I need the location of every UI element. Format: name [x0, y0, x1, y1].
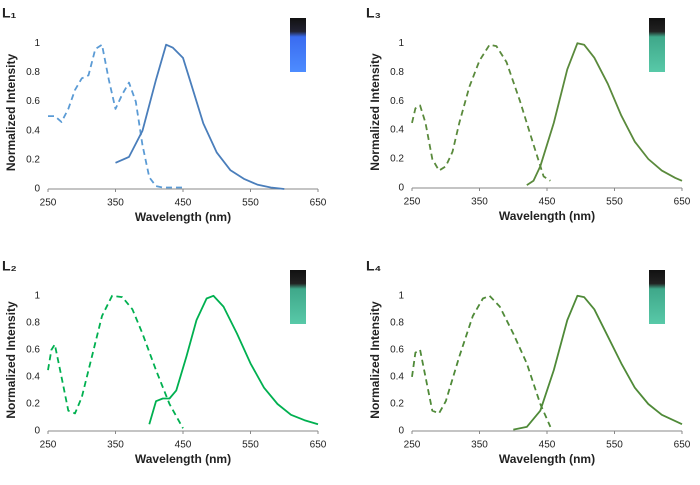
- panel-title: L₃: [366, 5, 381, 21]
- x-tick-label: 250: [404, 440, 421, 451]
- x-tick-label: 250: [40, 440, 57, 451]
- x-tick-label: 350: [471, 197, 488, 208]
- y-tick-label: 0.4: [390, 372, 404, 383]
- y-tick-label: 0.2: [390, 399, 404, 410]
- series-line: [115, 43, 285, 190]
- series-line: [513, 294, 683, 431]
- y-tick-label: 1: [34, 38, 40, 49]
- y-tick-label: 0.6: [26, 344, 40, 355]
- x-tick-label: 450: [539, 197, 556, 208]
- x-tick-label: 550: [242, 198, 259, 209]
- y-tick-label: 0.6: [26, 96, 40, 107]
- y-tick-label: 0.2: [26, 154, 40, 165]
- series-line: [148, 294, 319, 426]
- y-tick-label: 0.8: [26, 67, 40, 78]
- series-line: [411, 294, 552, 428]
- x-tick-label: 550: [242, 440, 259, 451]
- vial-photo: [290, 18, 306, 72]
- y-tick-label: 0.6: [390, 96, 404, 107]
- panel-title: L₂: [2, 258, 17, 274]
- y-tick-label: 0.4: [26, 125, 40, 136]
- y-axis-title: Normalized Intensity: [368, 53, 382, 171]
- x-tick-label: 650: [674, 440, 691, 451]
- y-tick-label: 0: [398, 426, 404, 437]
- y-tick-label: 0.4: [390, 125, 404, 136]
- x-axis-title: Wavelength (nm): [135, 210, 231, 224]
- x-tick-label: 650: [310, 198, 327, 209]
- series-line: [411, 43, 551, 182]
- series-line: [47, 294, 184, 429]
- panel-title: L₄: [366, 258, 381, 274]
- x-tick-label: 250: [404, 197, 421, 208]
- y-tick-label: 0.8: [26, 317, 40, 328]
- vial-photo: [649, 18, 665, 72]
- x-axis-title: Wavelength (nm): [135, 452, 231, 466]
- y-axis-title: Normalized Intensity: [4, 301, 18, 419]
- series-line: [526, 42, 683, 186]
- y-tick-label: 0.2: [26, 399, 40, 410]
- x-axis-title: Wavelength (nm): [499, 452, 595, 466]
- series-line: [48, 43, 183, 189]
- x-tick-label: 550: [606, 197, 623, 208]
- x-axis-title: Wavelength (nm): [499, 209, 595, 223]
- y-tick-label: 0.4: [26, 372, 40, 383]
- y-tick-label: 0: [398, 183, 404, 194]
- y-axis-title: Normalized Intensity: [4, 53, 18, 171]
- y-tick-label: 0.8: [390, 317, 404, 328]
- y-tick-label: 1: [34, 290, 40, 301]
- x-tick-label: 450: [175, 440, 192, 451]
- x-tick-label: 450: [539, 440, 556, 451]
- y-tick-label: 1: [398, 290, 404, 301]
- y-tick-label: 0: [34, 426, 40, 437]
- x-tick-label: 350: [471, 440, 488, 451]
- x-tick-label: 650: [310, 440, 327, 451]
- x-tick-label: 450: [175, 198, 192, 209]
- y-tick-label: 0.8: [390, 67, 404, 78]
- x-tick-label: 550: [606, 440, 623, 451]
- x-tick-label: 350: [107, 198, 124, 209]
- vial-photo: [290, 270, 306, 324]
- y-tick-label: 1: [398, 38, 404, 49]
- vial-photo: [649, 270, 665, 324]
- x-tick-label: 350: [107, 440, 124, 451]
- y-tick-label: 0.6: [390, 344, 404, 355]
- panel-title: L₁: [2, 5, 17, 21]
- y-tick-label: 0.2: [390, 154, 404, 165]
- x-tick-label: 250: [40, 198, 57, 209]
- x-tick-label: 650: [674, 197, 691, 208]
- y-axis-title: Normalized Intensity: [368, 301, 382, 419]
- y-tick-label: 0: [34, 184, 40, 195]
